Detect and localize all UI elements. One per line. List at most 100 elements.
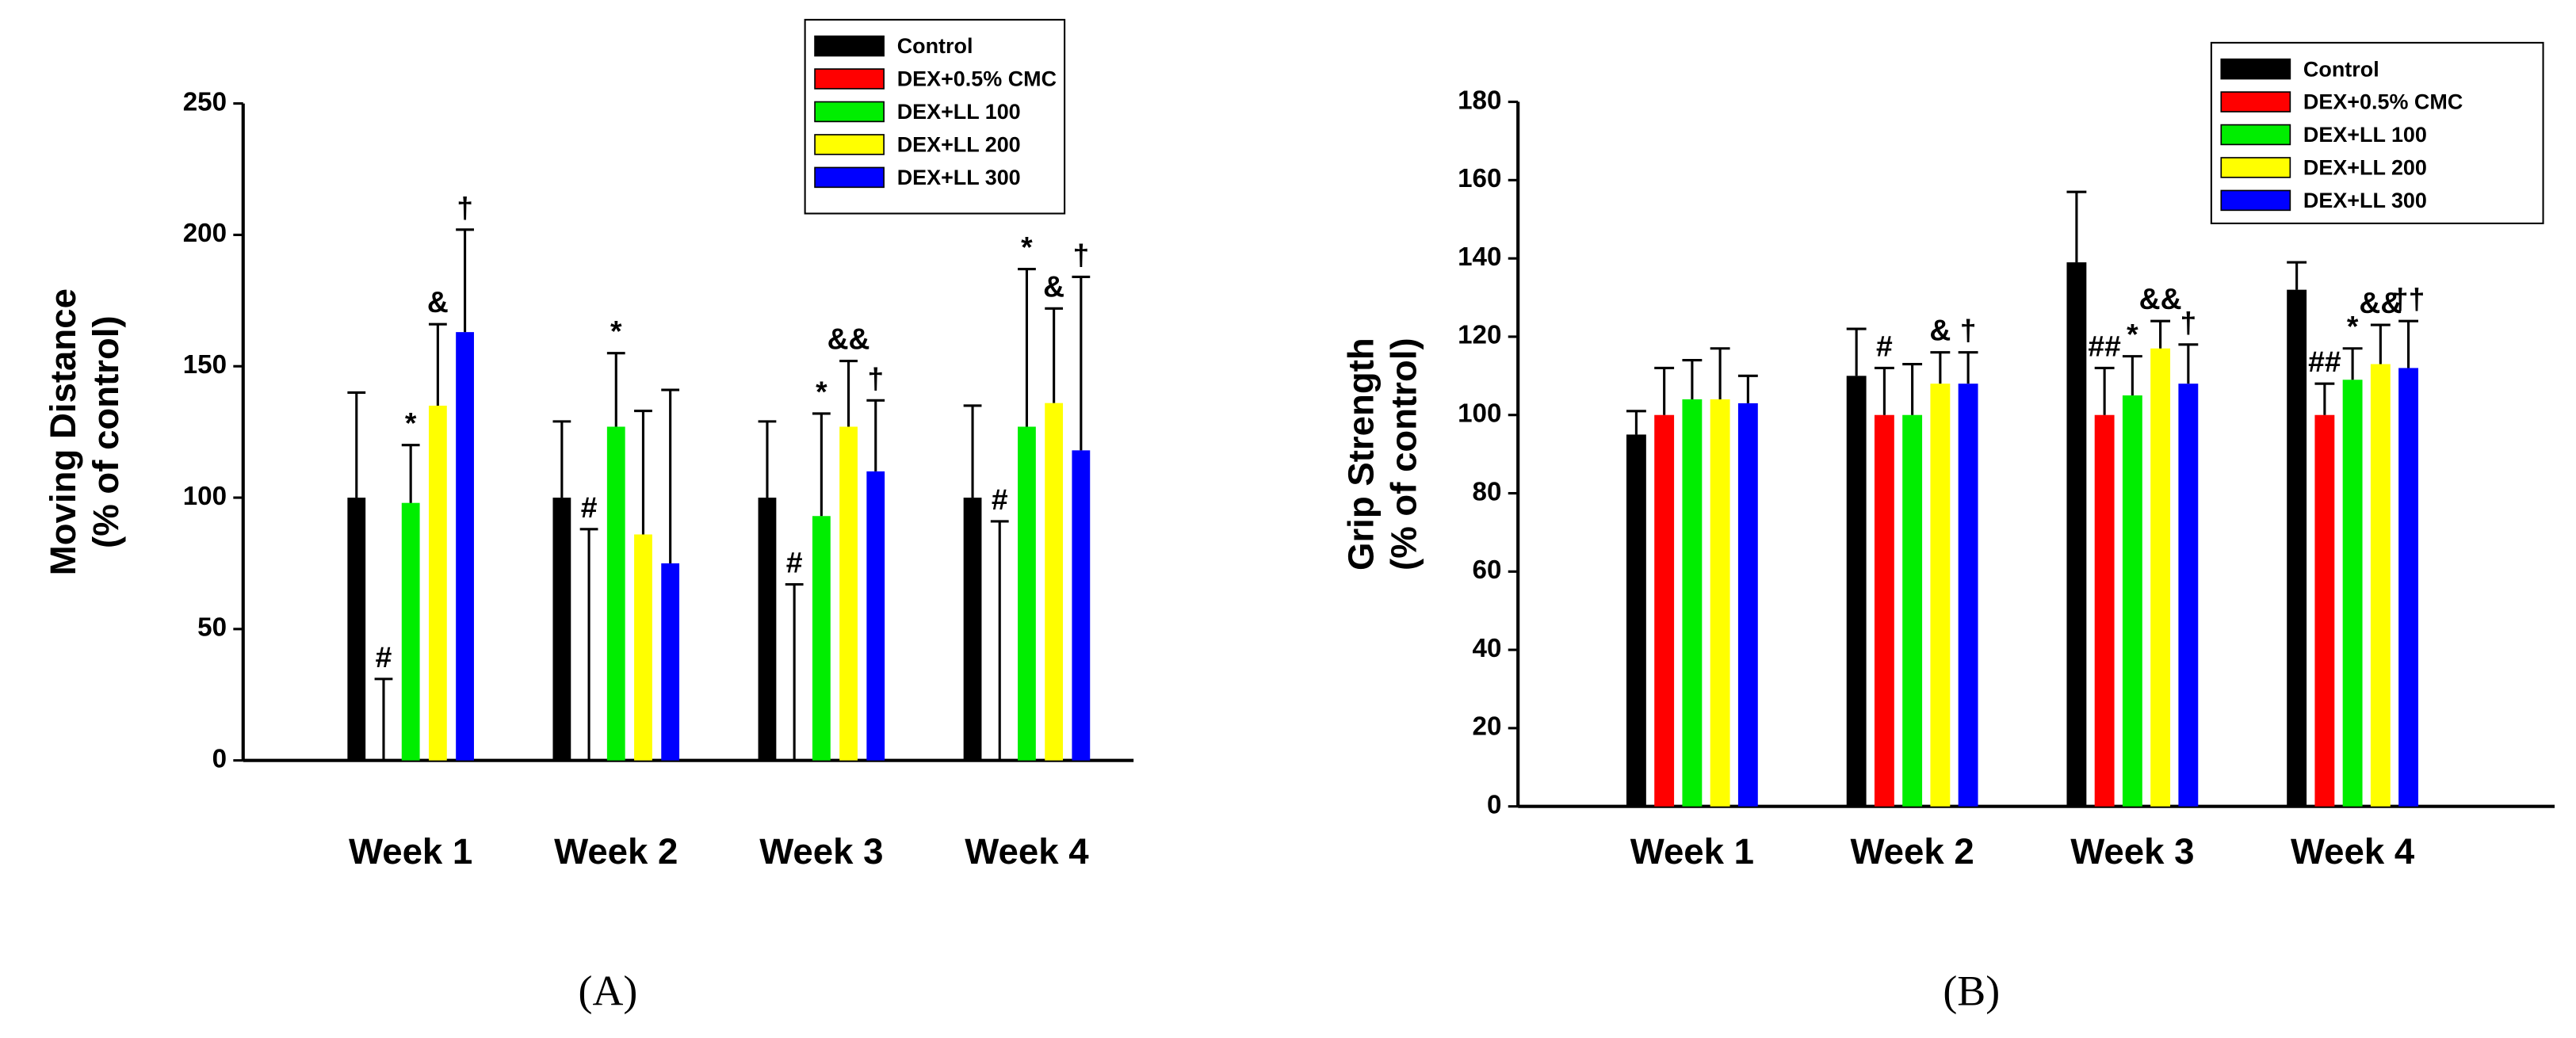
legend-label: DEX+LL 300 [897, 166, 1021, 189]
y-tick-label: 200 [183, 219, 227, 248]
legend-label: DEX+LL 100 [2303, 123, 2427, 147]
bar [347, 498, 366, 761]
bar [606, 426, 625, 761]
bar [839, 426, 858, 761]
annotation: † [867, 361, 884, 395]
bar [1072, 450, 1091, 761]
bar [401, 502, 420, 761]
annotation: && [2139, 282, 2182, 315]
x-tick-label: Week 1 [349, 831, 472, 872]
annotation: # [992, 483, 1008, 516]
x-tick-label: Week 2 [554, 831, 678, 872]
y-tick-label: 0 [212, 744, 227, 773]
bar [2150, 348, 2171, 807]
panel-label: (B) [1943, 967, 2000, 1014]
annotation: && [827, 322, 870, 356]
annotation: * [610, 315, 622, 348]
y-tick-label: 120 [1458, 321, 1501, 350]
annotation: * [2347, 310, 2359, 343]
bar [1045, 403, 1064, 761]
y-tick-label: 140 [1458, 242, 1501, 272]
bar [1902, 414, 1923, 807]
bar [1710, 399, 1730, 807]
bar [456, 332, 474, 761]
y-tick-label: 100 [1458, 399, 1501, 428]
legend-label: DEX+LL 300 [2303, 189, 2427, 212]
legend-swatch [2220, 58, 2291, 80]
annotation: * [816, 375, 827, 408]
y-tick-label: 150 [183, 350, 227, 380]
y-tick-label: 250 [183, 87, 227, 116]
y-axis-label: (% of control) [86, 315, 126, 548]
legend-label: DEX+0.5% CMC [2303, 90, 2463, 114]
y-tick-label: 40 [1473, 634, 1502, 663]
annotation: † [1072, 238, 1089, 271]
bar [1737, 403, 1758, 807]
bar [428, 405, 447, 761]
x-tick-label: Week 2 [1850, 831, 1974, 872]
annotation: † [1960, 314, 1977, 347]
y-tick-label: 60 [1473, 555, 1502, 585]
x-tick-label: Week 4 [965, 831, 1089, 872]
y-tick-label: 160 [1458, 164, 1501, 193]
annotation: & [1929, 314, 1951, 347]
annotation: # [376, 640, 392, 674]
annotation: † [2180, 306, 2196, 339]
annotation: * [405, 406, 417, 440]
x-tick-label: Week 3 [2070, 831, 2194, 872]
y-tick-label: 100 [183, 482, 227, 511]
annotation: * [2127, 318, 2138, 351]
annotation: && [2359, 286, 2402, 319]
legend-swatch [814, 166, 885, 189]
bar [2314, 414, 2335, 807]
y-tick-label: 50 [197, 613, 227, 643]
annotation: † [457, 191, 473, 224]
bar [2287, 289, 2307, 807]
x-tick-label: Week 4 [2291, 831, 2415, 872]
bar [2122, 395, 2142, 807]
bar [2066, 262, 2087, 807]
annotation: & [1043, 269, 1064, 303]
bar [2178, 384, 2199, 807]
annotation: ## [2088, 329, 2121, 362]
legend-swatch [2220, 157, 2291, 178]
panel-label: (A) [579, 967, 638, 1014]
legend-swatch [814, 68, 885, 90]
bar [1930, 384, 1951, 807]
y-tick-label: 0 [1487, 790, 1501, 819]
legend-swatch [814, 134, 885, 155]
y-axis-label: Moving Distance [43, 288, 83, 575]
bar [1846, 376, 1867, 807]
y-tick-label: 180 [1458, 86, 1501, 115]
legend-swatch [2220, 189, 2291, 212]
bar [1958, 384, 1978, 807]
legend-label: Control [2303, 57, 2379, 81]
legend-swatch [2220, 91, 2291, 113]
bar [1874, 414, 1894, 807]
annotation: # [786, 545, 803, 578]
x-tick-label: Week 3 [759, 831, 883, 872]
legend-swatch [2220, 124, 2291, 146]
legend-swatch [814, 101, 885, 123]
bar [552, 498, 571, 761]
bar [1626, 434, 1646, 807]
legend-label: DEX+LL 100 [897, 100, 1021, 124]
bar [1682, 399, 1703, 807]
y-axis-label: (% of control) [1383, 338, 1424, 571]
y-tick-label: 20 [1473, 712, 1502, 742]
legend-swatch [814, 35, 885, 57]
bar [2342, 380, 2363, 807]
annotation: # [1876, 329, 1893, 362]
annotation: * [1021, 231, 1033, 264]
legend-label: DEX+0.5% CMC [897, 67, 1057, 91]
legend-label: DEX+LL 200 [897, 133, 1021, 157]
annotation: & [427, 285, 449, 319]
bar [866, 471, 885, 761]
legend-label: DEX+LL 200 [2303, 156, 2427, 180]
bar [661, 563, 680, 761]
bar [758, 498, 777, 761]
bar [1654, 414, 1675, 807]
bar [1018, 426, 1036, 761]
bar [2094, 414, 2115, 807]
